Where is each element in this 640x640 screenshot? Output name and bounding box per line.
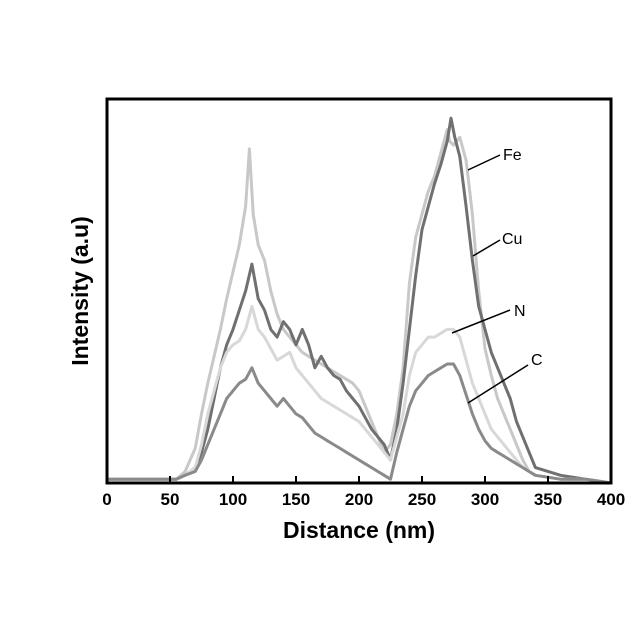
plot-frame xyxy=(107,99,611,483)
annotation-leader-cu xyxy=(473,240,500,256)
annotation-c: C xyxy=(531,352,543,369)
x-ticks: 0 50 100 150 200 250 300 350 400 xyxy=(102,476,625,509)
y-axis-label: Intensity (a.u) xyxy=(67,216,93,366)
series-line-1 xyxy=(107,130,611,483)
x-tick-label: 0 xyxy=(102,490,111,509)
x-tick-label: 50 xyxy=(161,490,180,509)
annotation-leader-fe xyxy=(468,155,500,170)
x-tick-label: 300 xyxy=(471,490,499,509)
x-tick-label: 150 xyxy=(282,490,310,509)
x-tick-label: 350 xyxy=(534,490,562,509)
x-tick-label: 100 xyxy=(219,490,247,509)
annotation-cu: Cu xyxy=(502,231,522,248)
x-tick-label: 250 xyxy=(408,490,436,509)
plot-area xyxy=(107,118,611,483)
x-tick-label: 200 xyxy=(345,490,373,509)
annotation-fe: Fe xyxy=(503,147,522,164)
annotation-n: N xyxy=(514,303,526,320)
series-line-2 xyxy=(107,118,611,483)
x-tick-label: 400 xyxy=(597,490,625,509)
x-axis-label: Distance (nm) xyxy=(283,517,435,543)
